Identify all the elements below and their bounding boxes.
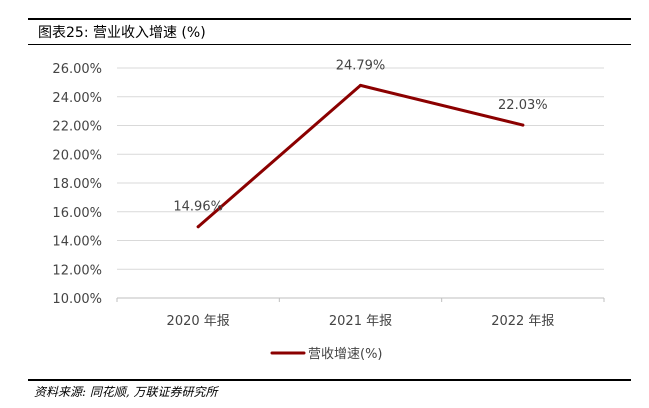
title-rule: [28, 44, 631, 45]
x-tick-label: 2021 年报: [329, 314, 392, 329]
data-point: [196, 225, 200, 229]
figure-title: 图表25: 营业收入增速 (%): [38, 25, 206, 41]
source-note: 资料来源: 同花顺, 万联证券研究所: [34, 385, 218, 399]
y-tick-label: 24.00%: [52, 91, 102, 106]
y-tick-label: 12.00%: [52, 263, 102, 278]
y-tick-label: 20.00%: [52, 148, 102, 163]
y-tick-label: 16.00%: [52, 206, 102, 221]
y-tick-label: 22.00%: [52, 120, 102, 135]
data-point: [521, 123, 525, 127]
y-tick-label: 26.00%: [52, 62, 102, 77]
data-label: 24.79%: [336, 58, 386, 73]
gridlines: [116, 67, 605, 302]
y-tick-label: 14.00%: [52, 235, 102, 250]
top-rule: [28, 18, 631, 20]
y-tick-label: 18.00%: [52, 177, 102, 192]
bottom-rule: [28, 379, 631, 381]
x-axis-ticks: 2020 年报 2021 年报 2022 年报: [167, 314, 555, 329]
x-tick-label: 2020 年报: [167, 314, 230, 329]
data-labels: 14.96% 24.79% 22.03%: [173, 58, 547, 214]
y-axis-ticks: 10.00% 12.00% 14.00% 16.00% 18.00% 20.00% 22.0…: [52, 62, 102, 307]
line-chart: 10.00% 12.00% 14.00% 16.00% 18.00% 20.00% 22.0…: [52, 58, 605, 362]
data-point: [359, 83, 362, 87]
data-label: 22.03%: [498, 98, 548, 113]
y-tick-label: 10.00%: [52, 292, 102, 307]
x-tick-label: 2022 年报: [491, 314, 554, 329]
series-line: [196, 83, 525, 229]
legend-label: 营收增速(%): [308, 347, 383, 362]
legend: 营收增速(%): [270, 347, 383, 362]
data-label: 14.96%: [173, 200, 223, 215]
series-layer: [196, 83, 525, 229]
